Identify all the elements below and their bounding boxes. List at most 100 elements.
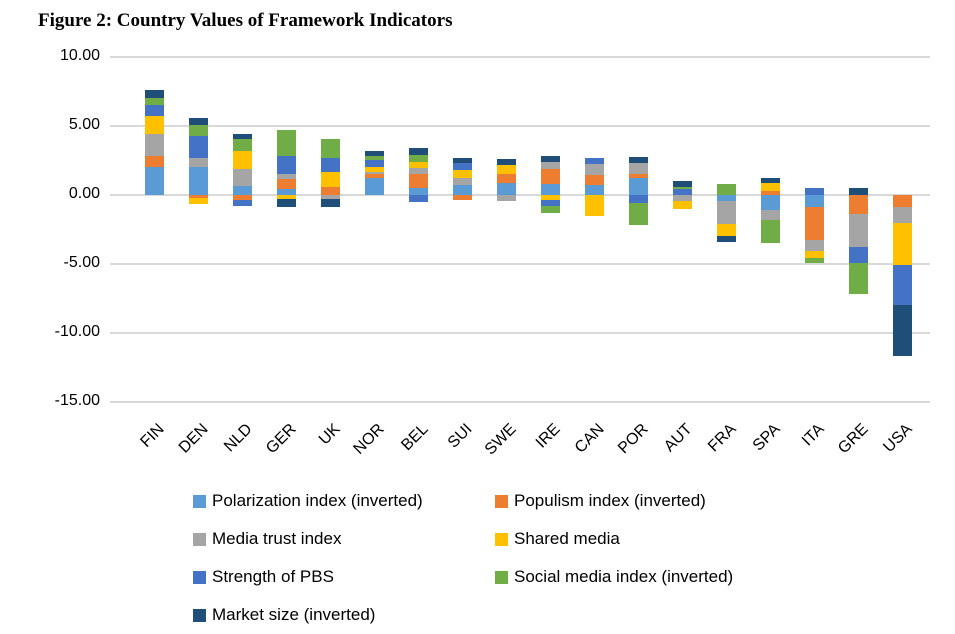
bar-segment (408, 161, 428, 169)
bar-segment (496, 174, 516, 183)
bar-segment (628, 195, 648, 204)
bar-segment (848, 214, 868, 248)
bar-segment (628, 157, 648, 163)
bar-segment (364, 156, 384, 160)
bar-segment (408, 168, 428, 175)
bar-segment (364, 150, 384, 157)
bar-segment (276, 179, 296, 190)
bar-segment (672, 187, 692, 190)
bar-segment (276, 130, 296, 156)
bar-segment (364, 159, 384, 168)
bar-segment (188, 125, 208, 137)
bar-segment (540, 156, 560, 162)
legend-label: Strength of PBS (212, 567, 334, 586)
y-axis-tick-label: 10.00 (59, 47, 100, 64)
bar-segment (232, 169, 252, 187)
gridline (110, 332, 930, 334)
bar-segment (672, 180, 692, 188)
bar-segment (144, 97, 164, 106)
bar-segment (892, 207, 912, 223)
bar-segment (452, 170, 472, 179)
legend-label: Polarization index (inverted) (212, 491, 423, 510)
bar-segment (804, 206, 824, 240)
bar-segment (540, 206, 560, 213)
bar-segment (364, 173, 384, 179)
legend-swatch-icon (495, 532, 508, 546)
bar-segment (540, 161, 560, 169)
bar-segment (276, 189, 296, 195)
bar-segment (144, 105, 164, 117)
bar-segment (892, 305, 912, 357)
chart-title: Figure 2: Country Values of Framework In… (38, 10, 453, 31)
y-axis-tick-label: 0.00 (68, 185, 100, 202)
bar-segment (188, 118, 208, 126)
chart-legend: Polarization index (inverted) Populism in… (193, 482, 733, 634)
y-axis-tick-label: -10.00 (54, 323, 100, 340)
bar-segment (804, 239, 824, 251)
bar-segment (496, 182, 516, 195)
bar-segment (716, 223, 736, 236)
bar-segment (628, 178, 648, 195)
bar-segment (584, 185, 604, 195)
bar-segment (716, 183, 736, 195)
bar-segment (452, 178, 472, 185)
bar-segment (672, 195, 692, 201)
bar-segment (408, 195, 428, 202)
bar-segment (276, 155, 296, 175)
bar-segment (452, 157, 472, 164)
bar-segment (584, 195, 604, 216)
bar-segment (144, 167, 164, 195)
bar-segment (848, 195, 868, 215)
bar-segment (232, 199, 252, 207)
legend-item: Shared media (495, 529, 733, 549)
bar-segment (628, 162, 648, 175)
legend-label: Populism index (inverted) (514, 491, 706, 510)
bar-segment (892, 195, 912, 208)
gridline (110, 263, 930, 265)
legend-label: Media trust index (212, 529, 342, 548)
bar-segment (188, 167, 208, 195)
legend-swatch-icon (193, 532, 206, 546)
legend-item: Market size (inverted) (193, 605, 495, 625)
bar-segment (232, 195, 252, 200)
bar-segment (848, 247, 868, 263)
bar-segment (320, 187, 340, 195)
bar-segment (408, 174, 428, 189)
bar-segment (188, 136, 208, 159)
bar-segment (716, 195, 736, 201)
bar-segment (848, 262, 868, 294)
bar-segment (408, 148, 428, 155)
bar-segment (232, 150, 252, 170)
bar-segment (540, 199, 560, 207)
gridline (110, 125, 930, 127)
bar-segment (584, 163, 604, 175)
bar-segment (320, 171, 340, 188)
bar-segment (452, 184, 472, 195)
bar-segment (672, 189, 692, 195)
legend-swatch-icon (495, 494, 508, 508)
legend-swatch-icon (193, 570, 206, 584)
gridline (110, 194, 930, 196)
bar-segment (540, 183, 560, 195)
bar-segment (496, 165, 516, 175)
bar-segment (584, 157, 604, 164)
bar-segment (320, 195, 340, 200)
bar-segment (804, 188, 824, 195)
bar-segment (628, 203, 648, 226)
y-axis-tick-label: 5.00 (68, 116, 100, 133)
bar-segment (188, 158, 208, 168)
bar-segment (540, 168, 560, 184)
legend-label: Market size (inverted) (212, 605, 376, 624)
bar-segment (628, 174, 648, 179)
bar-segment (760, 210, 780, 220)
bar-segment (364, 167, 384, 172)
bar-segment (188, 197, 208, 204)
bar-segment (276, 199, 296, 208)
bar-segment (144, 134, 164, 157)
bar-segment (232, 133, 252, 140)
bar-segment (804, 250, 824, 259)
bar-segment (540, 195, 560, 200)
legend-item: Media trust index (193, 529, 495, 549)
bar-segment (584, 174, 604, 186)
bar-segment (144, 116, 164, 135)
